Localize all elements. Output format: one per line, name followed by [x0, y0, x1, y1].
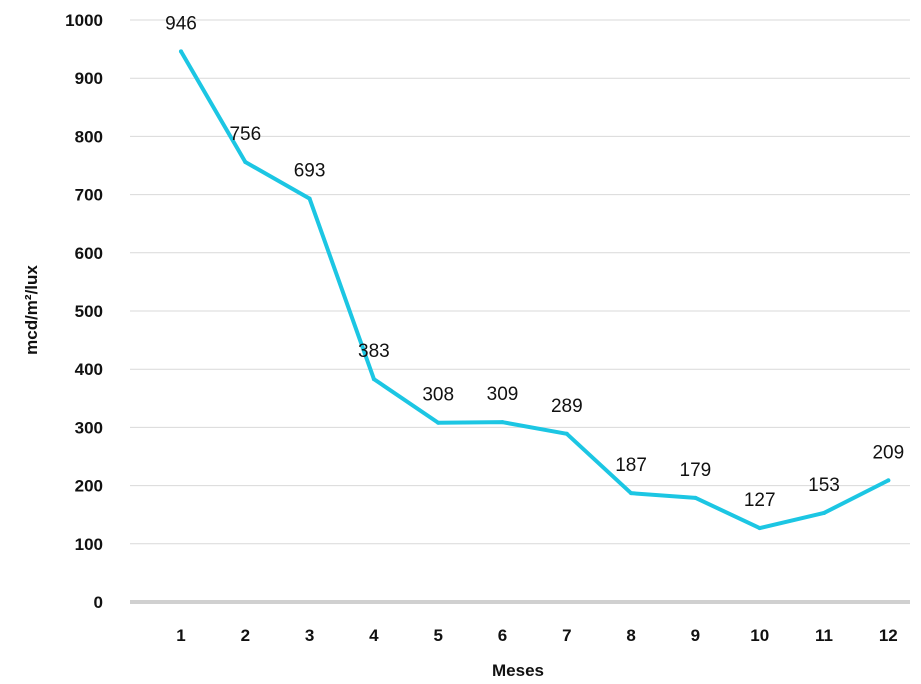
data-label: 179	[680, 460, 712, 481]
data-label: 187	[615, 455, 647, 476]
data-label: 153	[808, 475, 840, 496]
y-tick-label: 800	[75, 127, 103, 146]
x-tick-label: 5	[433, 626, 442, 645]
data-point	[564, 431, 569, 436]
x-tick-label: 11	[815, 626, 833, 645]
data-label: 308	[422, 385, 454, 406]
x-tick-label: 1	[176, 626, 185, 645]
x-axis-ticks: 1 2 3 4 5 6 7 8 9 10 11 12	[176, 626, 897, 645]
series-line	[179, 49, 891, 531]
data-point	[629, 491, 634, 496]
gridlines	[130, 19, 910, 604]
y-tick-label: 400	[75, 360, 103, 379]
y-tick-label: 500	[75, 302, 103, 321]
x-tick-label: 6	[498, 626, 507, 645]
y-tick-label: 100	[75, 535, 103, 554]
data-label: 309	[487, 384, 519, 405]
series-layer	[179, 49, 891, 531]
data-label: 127	[744, 490, 776, 511]
x-tick-label: 7	[562, 626, 571, 645]
x-tick-label: 10	[750, 626, 769, 645]
data-point	[822, 510, 826, 515]
x-tick-label: 4	[369, 626, 379, 645]
y-tick-label: 0	[94, 593, 103, 612]
y-axis-title: mcd/m²/lux	[22, 265, 41, 355]
y-tick-label: 200	[75, 477, 103, 496]
x-tick-label: 9	[691, 626, 700, 645]
y-tick-label: 600	[75, 244, 103, 263]
data-label: 946	[165, 13, 197, 34]
data-label: 756	[229, 124, 261, 145]
data-point	[307, 196, 312, 201]
data-label: 289	[551, 396, 583, 417]
data-point	[757, 526, 762, 531]
y-axis-ticks: 0 100 200 300 400 500 600 700 800 900 1000	[65, 11, 103, 612]
data-point	[436, 420, 441, 425]
data-point	[693, 495, 698, 500]
x-tick-label: 12	[879, 626, 898, 645]
x-tick-label: 2	[241, 626, 250, 645]
data-point	[243, 160, 248, 165]
y-tick-label: 700	[75, 186, 103, 205]
data-labels: 946 756 693 383 308 309 289 187 179 127 153 209	[165, 13, 904, 511]
x-axis-title: Meses	[492, 661, 544, 680]
y-tick-label: 900	[75, 69, 103, 88]
data-point	[179, 49, 183, 54]
data-label: 209	[872, 442, 904, 463]
data-point	[886, 478, 891, 483]
x-tick-label: 8	[626, 626, 635, 645]
data-point	[371, 377, 376, 382]
data-point	[500, 420, 505, 425]
data-label: 693	[294, 161, 326, 182]
x-tick-label: 3	[305, 626, 314, 645]
y-tick-label: 300	[75, 418, 103, 437]
y-tick-label: 1000	[65, 11, 103, 30]
data-label: 383	[358, 341, 390, 362]
